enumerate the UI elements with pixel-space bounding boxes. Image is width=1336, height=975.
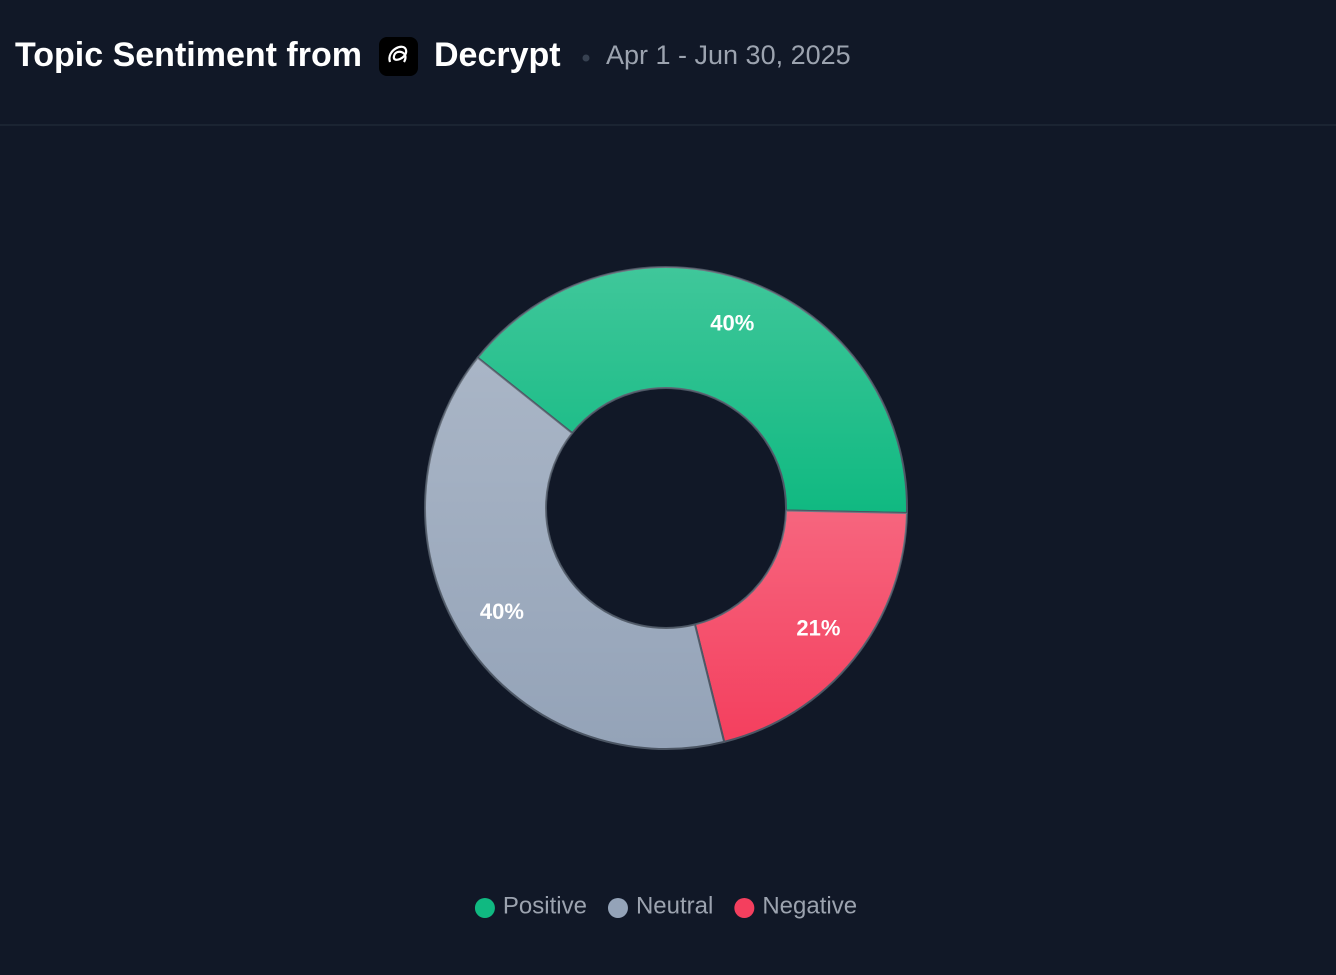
slice-shade bbox=[694, 510, 907, 742]
data-label: 40% bbox=[480, 599, 524, 624]
chart-subtitle: Apr 1 - Jun 30, 2025 bbox=[606, 40, 851, 70]
data-label: 21% bbox=[796, 615, 840, 640]
source-name: Decrypt bbox=[434, 36, 561, 74]
legend-label: Negative bbox=[762, 892, 857, 919]
data-label: 40% bbox=[710, 310, 754, 335]
chart-title: Topic Sentiment from bbox=[15, 36, 362, 74]
legend-label: Neutral bbox=[636, 892, 713, 919]
separator-dot bbox=[582, 54, 590, 62]
legend-label: Positive bbox=[503, 892, 587, 919]
slice-shade bbox=[477, 266, 907, 513]
source-icon bbox=[379, 37, 418, 76]
legend: Positive Neutral Negative bbox=[474, 892, 857, 919]
legend-marker bbox=[607, 898, 628, 918]
legend-marker bbox=[474, 898, 495, 918]
legend-marker bbox=[734, 898, 755, 918]
slice-shade bbox=[425, 357, 725, 749]
